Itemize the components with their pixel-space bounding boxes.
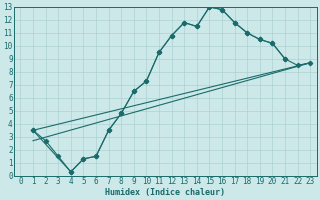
X-axis label: Humidex (Indice chaleur): Humidex (Indice chaleur) <box>105 188 225 197</box>
